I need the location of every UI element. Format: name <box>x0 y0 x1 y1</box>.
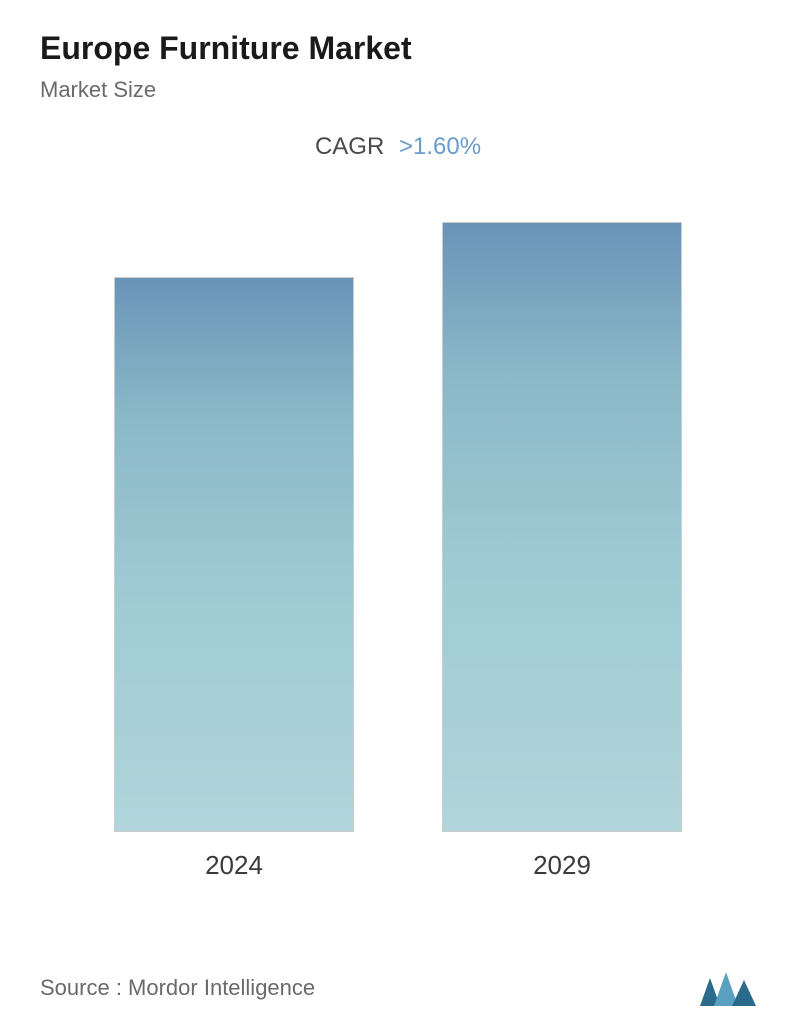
footer: Source : Mordor Intelligence <box>40 970 756 1006</box>
mordor-logo-icon <box>700 970 756 1006</box>
bar-chart: 2024 2029 <box>40 201 756 881</box>
bar-container-0: 2024 <box>94 277 374 881</box>
bar-label-2029: 2029 <box>533 850 591 881</box>
bar-label-2024: 2024 <box>205 850 263 881</box>
cagr-gt-symbol: > <box>399 133 413 160</box>
page-subtitle: Market Size <box>40 77 756 103</box>
cagr-label: CAGR <box>315 133 384 160</box>
page-title: Europe Furniture Market <box>40 30 756 67</box>
cagr-value: 1.60% <box>413 133 481 160</box>
source-text: Source : Mordor Intelligence <box>40 975 315 1001</box>
bar-2024 <box>114 277 354 832</box>
bar-container-1: 2029 <box>422 222 702 881</box>
cagr-row: CAGR >1.60% <box>40 133 756 161</box>
bar-2029 <box>442 222 682 832</box>
